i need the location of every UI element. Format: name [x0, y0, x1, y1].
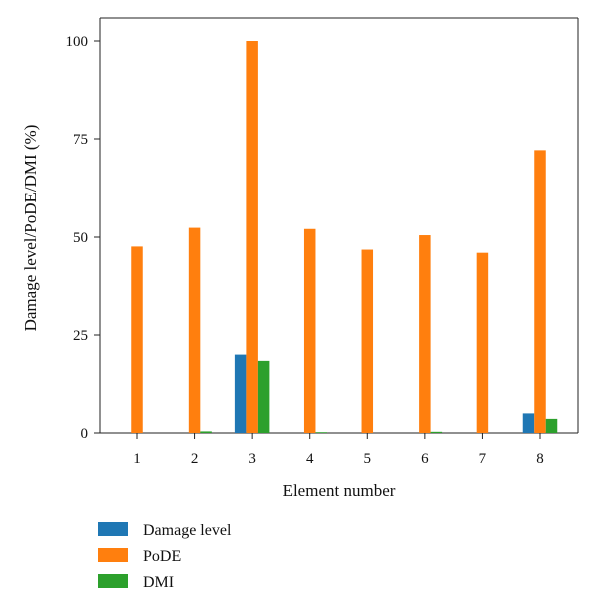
bar-damage-level-3 — [234, 354, 247, 433]
x-tick-label: 6 — [421, 451, 429, 467]
y-tick-label: 25 — [73, 328, 88, 344]
plot-area — [99, 17, 579, 434]
x-tick-label: 3 — [248, 451, 256, 467]
x-tick-label: 1 — [133, 451, 141, 467]
legend-swatch-dmi — [98, 574, 128, 588]
legend-swatch-pode — [98, 548, 128, 562]
y-ticks: 0 25 50 75 100 — [66, 34, 100, 442]
bar-dmi-4 — [315, 432, 327, 433]
x-tick-label: 5 — [364, 451, 372, 467]
bar-pode-2 — [188, 227, 201, 433]
bar-damage-level-8 — [522, 413, 535, 433]
bar-pode-8 — [534, 150, 546, 434]
y-tick-label: 100 — [66, 34, 89, 50]
bar-pode-1 — [131, 246, 143, 433]
x-tick-label: 7 — [479, 451, 487, 467]
bar-pode-6 — [419, 235, 431, 433]
bar-pode-5 — [361, 249, 374, 433]
legend-swatch-damage-level — [98, 522, 128, 536]
y-axis-title: Damage level/PoDE/DMI (%) — [21, 125, 40, 332]
legend-label-dmi: DMI — [143, 574, 174, 591]
x-tick-label: 4 — [306, 451, 314, 467]
bar-pode-4 — [303, 228, 316, 433]
y-tick-label: 75 — [73, 132, 88, 148]
y-tick-label: 0 — [81, 426, 89, 442]
x-ticks: 1 2 3 4 5 6 7 8 — [133, 433, 544, 467]
bar-pode-3 — [246, 41, 258, 433]
x-tick-label: 2 — [191, 451, 199, 467]
bar-dmi-6 — [430, 431, 443, 433]
legend-label-pode: PoDE — [143, 548, 181, 565]
x-tick-label: 8 — [536, 451, 544, 467]
legend-label-damage-level: Damage level — [143, 522, 232, 539]
x-axis-title: Element number — [283, 481, 396, 500]
legend: Damage level PoDE DMI — [98, 522, 232, 591]
bar-pode-7 — [476, 252, 489, 433]
bars-group — [131, 41, 558, 434]
bar-dmi-3 — [257, 360, 270, 433]
bar-dmi-2 — [200, 431, 212, 433]
y-tick-label: 50 — [73, 230, 88, 246]
bar-dmi-8 — [545, 418, 558, 433]
